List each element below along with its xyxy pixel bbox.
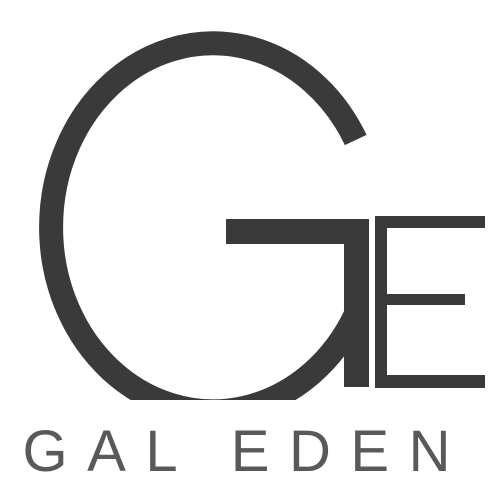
letter-e [375,216,485,388]
ge-monogram [39,31,485,400]
letter-g [39,31,369,400]
wordmark-text: GAL EDEN [23,420,478,480]
wordmark: GAL EDEN [23,420,478,480]
